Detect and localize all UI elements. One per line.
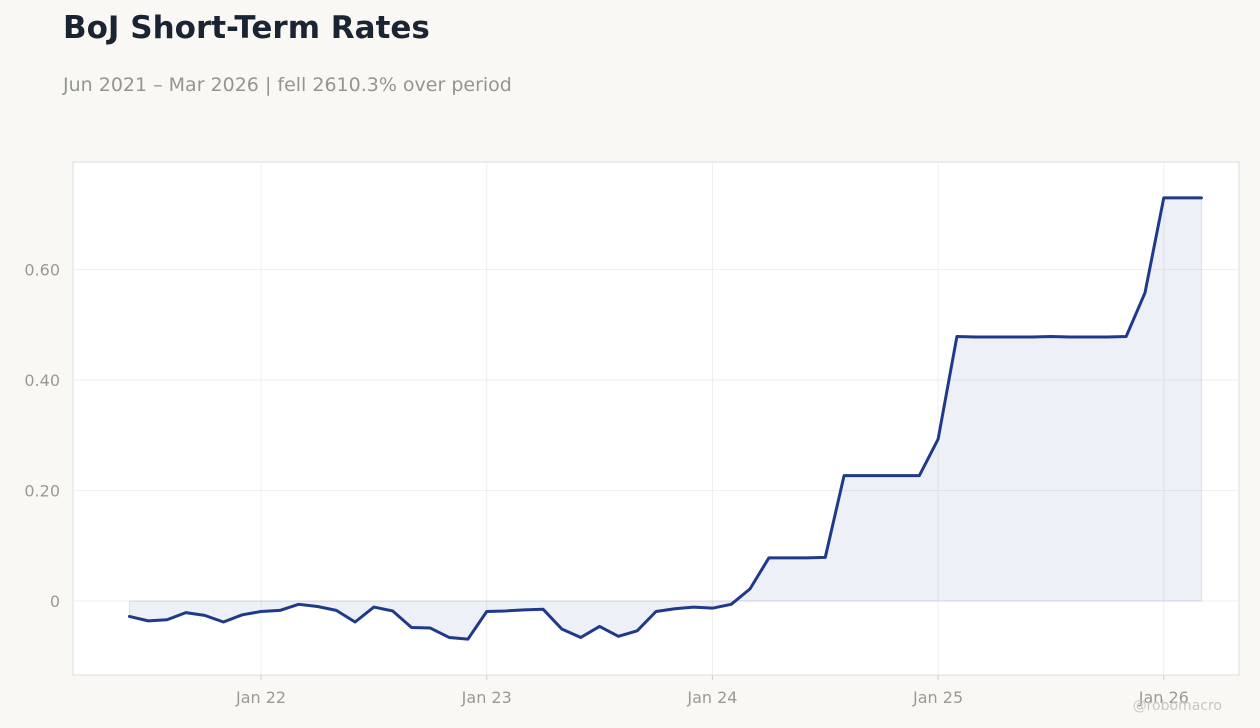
y-tick-label: 0 (50, 592, 60, 611)
data-point (522, 608, 526, 612)
data-point (974, 335, 978, 339)
data-point (391, 609, 395, 613)
x-tick-label: Jan 23 (461, 688, 512, 707)
data-point (146, 619, 150, 623)
data-point (447, 635, 451, 639)
data-point (560, 627, 564, 631)
data-point (504, 609, 508, 613)
y-tick-label: 0.60 (24, 261, 60, 280)
data-point (673, 607, 677, 611)
chart-subtitle: Jun 2021 – Mar 2026 | fell 2610.3% over … (63, 74, 512, 96)
x-axis: Jan 22 Jan 23 Jan 24 Jan 25 Jan 26 (235, 675, 1189, 707)
series-marks (127, 196, 1203, 641)
data-point (1030, 335, 1034, 339)
x-tick-label: Jan 22 (235, 688, 286, 707)
data-point (1162, 196, 1166, 200)
data-point (297, 602, 301, 606)
data-point (334, 608, 338, 612)
data-point (278, 608, 282, 612)
data-point (861, 474, 865, 478)
data-point (203, 613, 207, 617)
data-point (880, 474, 884, 478)
data-point (823, 555, 827, 559)
data-point (1087, 335, 1091, 339)
data-point (1011, 335, 1015, 339)
watermark: @robomacro (1133, 698, 1222, 714)
data-point (315, 605, 319, 609)
data-point (353, 620, 357, 624)
data-point (1143, 291, 1147, 295)
data-point (410, 626, 414, 630)
data-point (729, 602, 733, 606)
data-point (184, 611, 188, 615)
data-point (485, 610, 489, 614)
data-point (541, 607, 545, 611)
data-point (1105, 335, 1109, 339)
data-point (579, 635, 583, 639)
data-point (993, 335, 997, 339)
chart-title: BoJ Short-Term Rates (63, 10, 430, 46)
x-tick-label: Jan 26 (1138, 688, 1189, 707)
data-point (1199, 196, 1203, 200)
data-point (1049, 335, 1053, 339)
data-point (842, 474, 846, 478)
data-point (917, 474, 921, 478)
data-point (372, 605, 376, 609)
data-point (767, 556, 771, 560)
data-point (635, 629, 639, 633)
data-point (165, 618, 169, 622)
data-point (955, 335, 959, 339)
data-point (748, 587, 752, 591)
data-point (259, 610, 263, 614)
data-point (786, 556, 790, 560)
data-point (654, 610, 658, 614)
data-point (1181, 196, 1185, 200)
data-point (804, 556, 808, 560)
data-point (466, 637, 470, 641)
x-tick-label: Jan 25 (912, 688, 963, 707)
data-point (710, 606, 714, 610)
x-gridlines (260, 162, 1165, 675)
data-point (692, 605, 696, 609)
y-tick-label: 0.40 (24, 371, 60, 390)
data-point (428, 626, 432, 630)
x-tick-label: Jan 24 (686, 688, 737, 707)
y-tick-label: 0.20 (24, 482, 60, 501)
data-point (1068, 335, 1072, 339)
y-axis: 0 0.20 0.40 0.60 (24, 261, 60, 611)
series-line (127, 196, 1203, 641)
data-point (240, 613, 244, 617)
y-gridlines (73, 269, 1239, 602)
data-point (127, 614, 131, 618)
plot-area (72, 161, 1240, 676)
data-point (598, 624, 602, 628)
data-point (936, 437, 940, 441)
data-point (616, 634, 620, 638)
data-point (898, 474, 902, 478)
data-point (1124, 335, 1128, 339)
data-point (221, 620, 225, 624)
